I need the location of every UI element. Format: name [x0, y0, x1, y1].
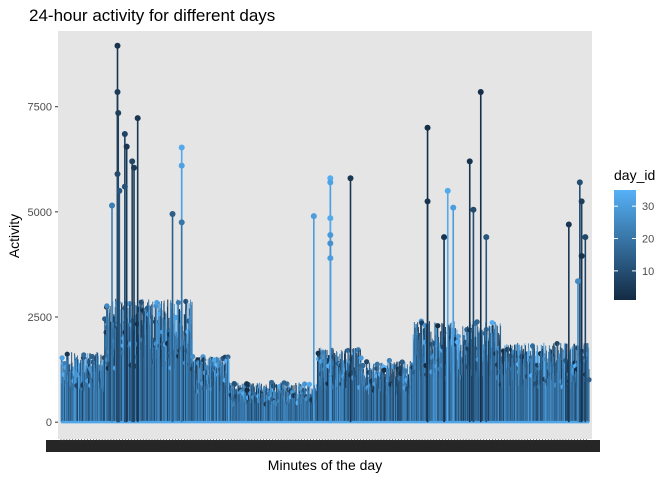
peak-point: [574, 278, 581, 285]
peak-point: [109, 202, 116, 209]
activity-point: [267, 390, 273, 396]
activity-point: [142, 311, 148, 317]
legend-title: day_id: [614, 167, 655, 183]
peak-point: [444, 187, 451, 194]
peak-point: [178, 162, 185, 169]
activity-point: [89, 353, 95, 360]
peak-point: [578, 253, 585, 260]
peak-point: [121, 131, 128, 138]
peak-point: [576, 179, 583, 186]
activity-point: [529, 343, 536, 349]
activity-point: [386, 357, 392, 364]
activity-point: [59, 355, 65, 361]
activity-point: [64, 351, 70, 357]
peak-point: [116, 187, 123, 194]
peak-point: [327, 179, 334, 186]
peak-point: [470, 206, 477, 213]
x-axis-ticks: [46, 439, 600, 452]
activity-point: [554, 340, 560, 347]
activity-point: [511, 349, 517, 356]
activity-point: [284, 381, 290, 387]
peak-point: [134, 115, 141, 122]
y-axis-title: Activity: [6, 214, 22, 258]
activity-point: [474, 319, 480, 325]
activity-point: [364, 359, 370, 365]
x-axis-title: Minutes of the day: [268, 457, 382, 473]
peak-point: [178, 144, 185, 151]
activity-point: [360, 362, 366, 369]
activity-point: [126, 301, 132, 307]
peak-point: [327, 215, 334, 222]
peak-point: [582, 234, 589, 241]
peak-point: [424, 198, 431, 205]
legend-tick-label: 20: [642, 234, 654, 246]
activity-point: [302, 381, 308, 387]
y-tick-label: 5000: [28, 207, 52, 219]
activity-point: [213, 357, 219, 363]
y-tick-label: 2500: [28, 312, 52, 324]
peak-point: [477, 88, 484, 95]
activity-point: [81, 352, 87, 358]
peak-point: [121, 183, 128, 190]
peak-point: [424, 124, 431, 131]
activity-point: [358, 355, 364, 361]
legend-tick-label: 10: [642, 266, 654, 278]
activity-point: [345, 347, 351, 354]
activity-point: [489, 319, 495, 326]
peak-point: [327, 232, 334, 238]
activity-point: [455, 339, 461, 345]
activity-point: [419, 320, 425, 326]
peak-point: [441, 234, 448, 241]
peak-point: [169, 210, 176, 217]
peak-point: [347, 175, 354, 182]
peak-point: [327, 255, 334, 262]
activity-point: [104, 303, 110, 309]
peak-point: [178, 219, 185, 226]
peak-points: [109, 42, 589, 423]
peak-point: [327, 240, 334, 247]
y-axis: 0 2500 5000 7500: [28, 102, 58, 429]
peak-point: [310, 213, 317, 220]
legend-tick-label: 30: [642, 201, 654, 213]
activity-point: [504, 346, 511, 353]
activity-point: [175, 299, 182, 306]
activity-point: [306, 381, 313, 387]
activity-point: [381, 367, 387, 373]
peak-point: [114, 171, 121, 178]
activity-point: [204, 365, 211, 371]
activity-point: [399, 359, 405, 365]
chart-title: 24-hour activity for different days: [29, 6, 275, 25]
peak-point: [115, 110, 122, 117]
peak-point: [483, 234, 490, 241]
peak-point: [114, 88, 121, 95]
legend-ticks: 10 20 30: [614, 201, 654, 278]
peak-point: [466, 158, 473, 165]
activity-point: [225, 354, 231, 360]
peak-point: [131, 164, 138, 171]
legend: day_id 10 20 30: [614, 167, 655, 300]
peak-point: [565, 221, 572, 228]
activity-point: [190, 353, 196, 360]
x-tick-label-band: [46, 440, 600, 452]
activity-point: [315, 350, 321, 356]
y-tick-label: 7500: [28, 102, 52, 114]
peak-point: [129, 158, 136, 165]
peak-point: [327, 175, 334, 182]
y-tick-label: 0: [46, 417, 52, 429]
peak-point: [578, 198, 585, 205]
activity-point: [245, 382, 251, 388]
peak-point: [114, 42, 121, 49]
activity-point: [231, 381, 238, 387]
peak-point: [450, 204, 457, 211]
activity-point: [435, 323, 441, 329]
peak-point: [123, 143, 130, 150]
activity-point: [455, 333, 461, 340]
legend-colorbar: [614, 190, 636, 300]
